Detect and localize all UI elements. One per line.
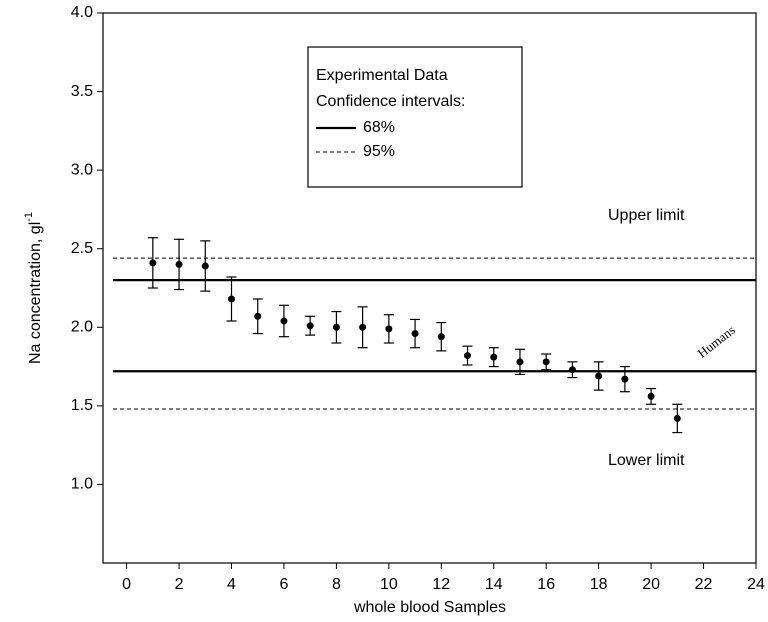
legend-label: Experimental Data: [316, 67, 448, 84]
data-point: [280, 317, 288, 325]
y-tick-label: 1.5: [71, 397, 93, 414]
data-point: [385, 325, 393, 333]
data-point: [332, 323, 340, 331]
legend-label: 68%: [363, 119, 395, 136]
x-tick-label: 16: [537, 576, 555, 593]
y-tick-label: 1.0: [71, 476, 93, 493]
annotation: Humans: [694, 322, 737, 361]
data-point: [359, 323, 367, 331]
data-point: [464, 352, 472, 360]
data-point: [228, 295, 236, 303]
x-tick-label: 4: [227, 576, 236, 593]
data-point: [149, 259, 157, 267]
y-axis-label-sup: -1: [23, 212, 35, 222]
y-axis-label-main: Na concentration, gl: [27, 222, 44, 364]
data-point: [595, 372, 603, 380]
x-tick-label: 24: [747, 576, 765, 593]
x-tick-label: 14: [485, 576, 503, 593]
x-tick-label: 8: [332, 576, 341, 593]
data-point: [175, 260, 183, 268]
legend-label: 95%: [363, 143, 395, 160]
y-tick-label: 4.0: [71, 4, 93, 21]
data-point: [254, 312, 262, 320]
x-tick-label: 18: [590, 576, 608, 593]
x-tick-label: 22: [695, 576, 713, 593]
data-point: [516, 358, 524, 366]
data-point: [306, 322, 314, 330]
x-tick-label: 10: [380, 576, 398, 593]
data-point: [201, 262, 209, 270]
x-tick-label: 12: [432, 576, 450, 593]
data-point: [621, 375, 629, 383]
y-tick-label: 2.0: [71, 319, 93, 336]
legend-heading: Confidence intervals:: [316, 93, 465, 110]
data-point: [647, 392, 655, 400]
x-tick-label: 0: [122, 576, 131, 593]
data-point: [437, 333, 445, 341]
data-point: [568, 366, 576, 374]
x-axis-label: whole blood Samples: [353, 599, 506, 616]
data-point: [542, 358, 550, 366]
y-tick-label: 3.0: [71, 161, 93, 178]
data-point: [673, 414, 681, 422]
x-tick-label: 2: [175, 576, 184, 593]
plot-frame: [102, 12, 757, 564]
legend-box: [307, 46, 523, 188]
data-point: [490, 353, 498, 361]
y-axis-label: Na concentration, gl-1: [23, 212, 44, 364]
y-tick-label: 2.5: [71, 240, 93, 257]
annotation: Upper limit: [608, 207, 685, 224]
y-tick-label: 3.5: [71, 83, 93, 100]
annotation: Lower limit: [608, 452, 685, 469]
data-point: [411, 330, 419, 338]
x-tick-label: 6: [279, 576, 288, 593]
x-tick-label: 20: [642, 576, 660, 593]
